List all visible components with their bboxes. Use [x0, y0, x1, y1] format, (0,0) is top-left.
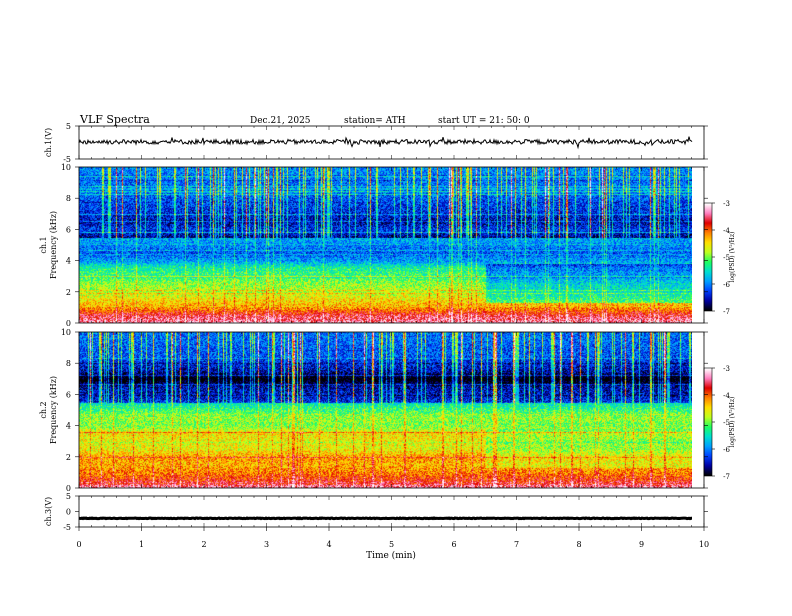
colorbar-tick-label: -6 — [723, 446, 730, 454]
chart-title: VLF Spectra — [79, 113, 150, 126]
ch3-waveform-frame — [78, 495, 705, 528]
colorbar-tick-label: -3 — [723, 365, 730, 373]
colorbar-label: log(PSD) (V²/Hz) — [729, 232, 736, 283]
y-tick-label: 10 — [61, 163, 71, 172]
x-axis-label: Time (min) — [366, 550, 416, 561]
x-tick-label: 10 — [699, 540, 709, 549]
ch2-spectrogram-image — [79, 332, 692, 488]
colorbar-tick-label: -6 — [723, 281, 730, 289]
x-tick-label: 0 — [76, 540, 81, 549]
y-tick-label: 10 — [61, 328, 71, 337]
y-tick-label: -5 — [63, 523, 71, 532]
ch1-waveform-trace — [78, 136, 693, 150]
x-tick-label: 6 — [451, 540, 456, 549]
colorbar-tick-label: -5 — [723, 254, 730, 262]
colorbar-tick-label: -4 — [723, 392, 730, 400]
ch1-spectrogram-image — [79, 167, 692, 323]
y-tick-label: 0 — [66, 319, 71, 328]
x-tick-label: 2 — [201, 540, 206, 549]
y-tick-label: 4 — [66, 422, 71, 431]
y-tick-label: 2 — [66, 453, 71, 462]
y-tick-label: 8 — [66, 194, 71, 203]
colorbar-label: log(PSD) (V²/Hz) — [729, 397, 736, 448]
colorbar-tick-label: -7 — [723, 308, 730, 316]
x-tick-label: 7 — [514, 540, 519, 549]
colorbar-tick-label: -4 — [723, 227, 730, 235]
ch3-waveform-trace — [78, 516, 692, 521]
x-tick-label: 3 — [264, 540, 269, 549]
y-axis-label: Frequency (kHz) — [49, 376, 58, 444]
y-axis-label: ch.3(V) — [44, 497, 53, 526]
colorbar-tick-label: -5 — [723, 419, 730, 427]
x-tick-label: 9 — [639, 540, 644, 549]
y-tick-label: 0 — [66, 484, 71, 493]
y-tick-label: 4 — [66, 257, 71, 266]
station-label: station= ATH — [344, 116, 406, 126]
y-tick-label: 2 — [66, 288, 71, 297]
ch2-spectrogram-colorbar — [704, 368, 712, 476]
y-tick-label: 6 — [66, 225, 71, 234]
x-tick-label: 1 — [139, 540, 144, 549]
y-tick-label: 0 — [66, 508, 71, 517]
date-label: Dec.21, 2025 — [250, 116, 311, 126]
start-time-label: start UT = 21: 50: 0 — [438, 116, 530, 126]
x-tick-label: 4 — [326, 540, 331, 549]
y-tick-label: 5 — [66, 122, 71, 131]
colorbar-tick-label: -7 — [723, 473, 730, 481]
chart-marks: -3 -4 -5 -6 -7 log(PSD) (V²/Hz) -3 -4 -5 -6 -7 log(… — [39, 122, 736, 549]
y-axis-label: Frequency (kHz) — [49, 211, 58, 279]
y-tick-label: 8 — [66, 359, 71, 368]
y-axis-label: ch.1 — [39, 236, 48, 253]
y-tick-label: -5 — [63, 155, 71, 164]
colorbar-tick-label: -3 — [723, 200, 730, 208]
y-tick-label: 5 — [66, 492, 71, 501]
y-tick-label: 6 — [66, 390, 71, 399]
x-tick-label: 8 — [576, 540, 581, 549]
ch1-spectrogram-colorbar — [704, 203, 712, 311]
y-axis-label: ch.1(V) — [44, 128, 53, 157]
x-tick-label: 5 — [389, 540, 394, 549]
y-axis-label: ch.2 — [39, 401, 48, 418]
